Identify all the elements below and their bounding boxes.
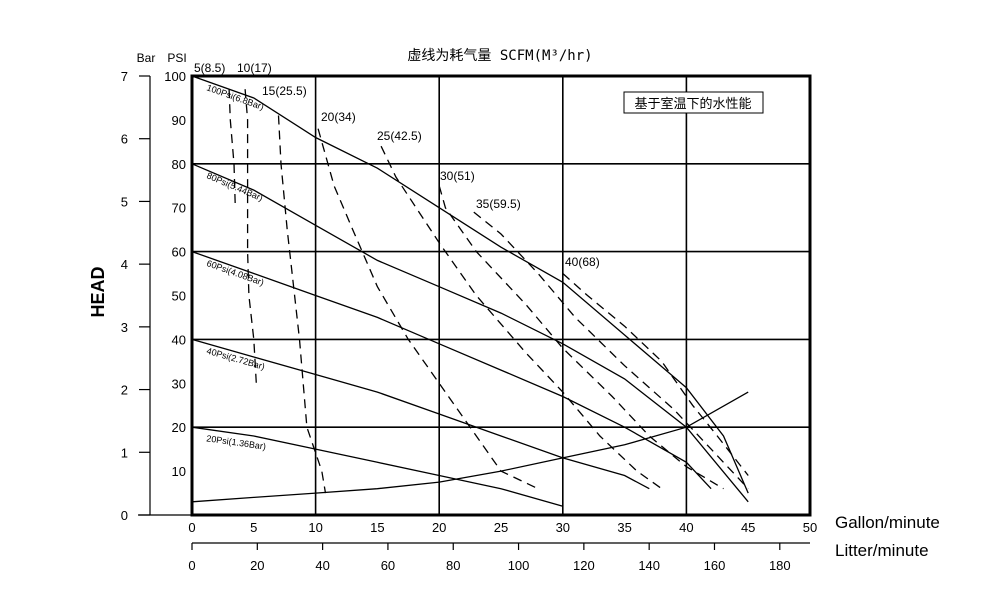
pressure-curve xyxy=(191,338,650,490)
x-tick-gpm: 5 xyxy=(250,520,257,535)
curve-labels: 100Psi(6.8Bar)80Psi(5.44Bar)60Psi(4.08Ba… xyxy=(194,61,600,452)
x-tick-lpm: 60 xyxy=(381,558,395,573)
psi-unit-label: PSI xyxy=(167,51,186,65)
y-tick-bar: 5 xyxy=(121,194,128,209)
y-tick-bar: 1 xyxy=(121,445,128,460)
air-consumption-curve xyxy=(317,128,539,490)
air-consumption-curve xyxy=(277,115,327,494)
x-tick-gpm: 25 xyxy=(494,520,508,535)
air-consumption-curve xyxy=(380,145,663,490)
air-curve-label: 35(59.5) xyxy=(476,197,521,211)
x-tick-gpm: 0 xyxy=(188,520,195,535)
pressure-curve-label: 100Psi(6.8Bar) xyxy=(205,82,265,112)
y-tick-psi: 40 xyxy=(172,332,186,347)
pressure-curve xyxy=(191,75,749,494)
y-tick-psi: 60 xyxy=(172,245,186,260)
x-axis-label-lpm: Litter/minute xyxy=(835,541,929,560)
air-curve-label: 30(51) xyxy=(440,169,475,183)
y-tick-psi: 20 xyxy=(172,420,186,435)
x-tick-lpm: 120 xyxy=(573,558,595,573)
secondary-curve xyxy=(191,391,749,503)
x-tick-gpm: 50 xyxy=(803,520,817,535)
y-tick-bar: 3 xyxy=(121,320,128,335)
x-tick-lpm: 0 xyxy=(188,558,195,573)
air-consumption-curve xyxy=(473,211,749,490)
pressure-curve-label: 60Psi(4.08Bar) xyxy=(205,258,265,288)
y-tick-psi: 50 xyxy=(172,289,186,304)
x-tick-lpm: 180 xyxy=(769,558,791,573)
x-tick-gpm: 20 xyxy=(432,520,446,535)
x-tick-lpm: 20 xyxy=(250,558,264,573)
x-tick-gpm: 10 xyxy=(308,520,322,535)
y-axis-label: HEAD xyxy=(88,266,108,317)
air-consumption-curve xyxy=(228,89,236,208)
x-tick-lpm: 40 xyxy=(315,558,329,573)
x-tick-lpm: 140 xyxy=(638,558,660,573)
y-tick-bar: 6 xyxy=(121,132,128,147)
x-tick-gpm: 30 xyxy=(556,520,570,535)
note-text: 基于室温下的水性能 xyxy=(634,96,751,111)
air-curve-label: 25(42.5) xyxy=(377,129,422,143)
x-tick-lpm: 160 xyxy=(704,558,726,573)
x-tick-gpm: 40 xyxy=(679,520,693,535)
y-tick-psi: 30 xyxy=(172,376,186,391)
y-tick-psi: 80 xyxy=(172,157,186,172)
y-tick-psi: 70 xyxy=(172,201,186,216)
x-tick-gpm: 35 xyxy=(617,520,631,535)
air-consumption-curve xyxy=(244,89,257,384)
y-tick-psi: 100 xyxy=(164,69,186,84)
air-consumption-curve xyxy=(562,273,749,476)
curves xyxy=(191,75,749,507)
y-tick-bar: 0 xyxy=(121,508,128,523)
y-tick-bar: 2 xyxy=(121,383,128,398)
tick-labels: 0 5 10 15 20 25 30 35 40 45 500 20 40 60 80 100 120 140 16… xyxy=(121,69,817,573)
bar-unit-label: Bar xyxy=(137,51,156,65)
y-tick-psi: 90 xyxy=(172,113,186,128)
y-tick-psi: 10 xyxy=(172,464,186,479)
air-curve-label: 15(25.5) xyxy=(262,84,307,98)
air-curve-label: 40(68) xyxy=(565,255,600,269)
y-tick-bar: 7 xyxy=(121,69,128,84)
pressure-curve-label: 20Psi(1.36Bar) xyxy=(206,433,267,451)
y-tick-bar: 4 xyxy=(121,257,128,272)
plot-frame xyxy=(190,74,812,517)
pressure-curve-label: 40Psi(2.72Bar) xyxy=(205,346,265,372)
pressure-curve xyxy=(191,250,712,490)
air-curve-label: 5(8.5) xyxy=(194,61,225,75)
x-tick-lpm: 100 xyxy=(508,558,530,573)
note-box xyxy=(623,91,764,114)
air-consumption-curve xyxy=(438,185,724,490)
air-curve-label: 10(17) xyxy=(237,61,272,75)
air-curve-label: 20(34) xyxy=(321,110,356,124)
x-tick-lpm: 80 xyxy=(446,558,460,573)
pressure-curve xyxy=(191,426,563,507)
chart-title: 虚线为耗气量 SCFM(M³/hr) xyxy=(407,48,592,64)
x-tick-gpm: 15 xyxy=(370,520,384,535)
grid-lines xyxy=(192,76,810,515)
x-tick-gpm: 45 xyxy=(741,520,755,535)
pressure-curve xyxy=(191,163,749,503)
x-axis-label-gpm: Gallon/minute xyxy=(835,513,940,532)
